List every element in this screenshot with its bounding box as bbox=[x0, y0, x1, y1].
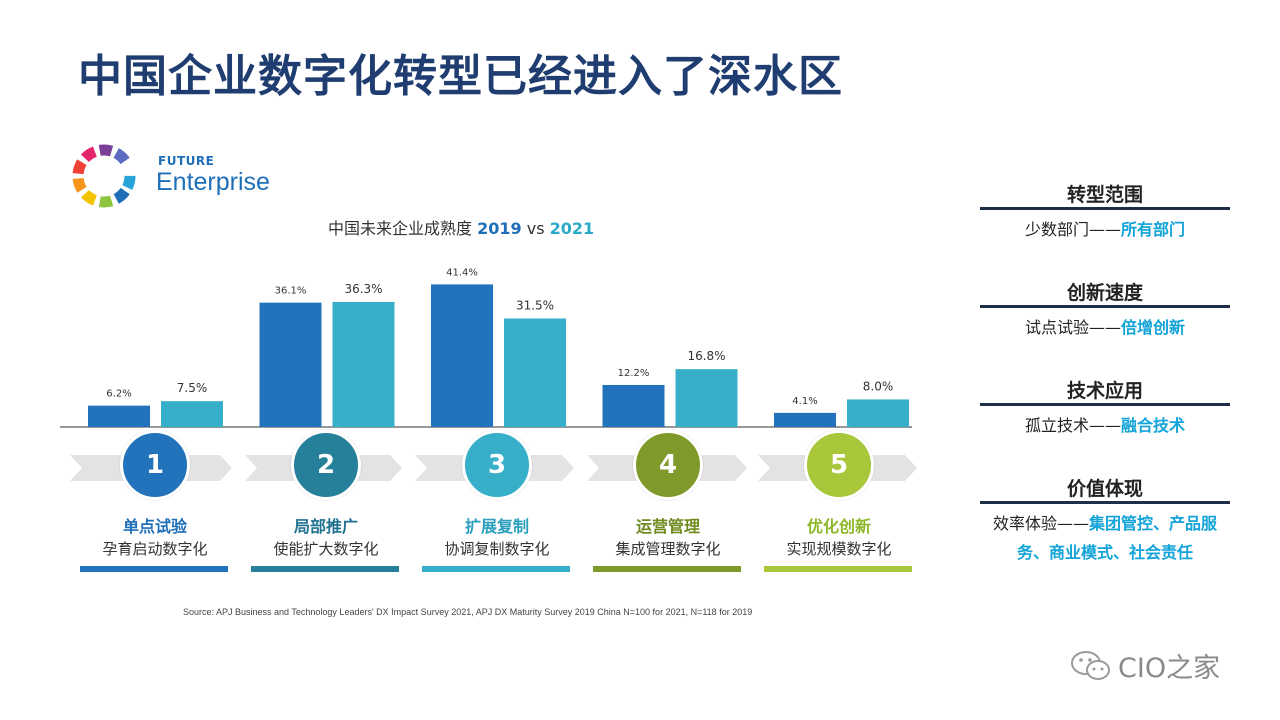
step-underline bbox=[764, 566, 912, 572]
data-label-2019-4: 12.2% bbox=[618, 368, 650, 379]
panel-plain: 试点试验—— bbox=[1024, 318, 1121, 337]
step-number-circle: 1 bbox=[120, 430, 190, 500]
panel-value: 价值体现 效率体验——集团管控、产品服务、商业模式、社会责任 bbox=[975, 474, 1235, 567]
logo-big-text: Enterprise bbox=[156, 168, 270, 196]
step-description: 使能扩大数字化 bbox=[273, 540, 379, 558]
data-label-2019-3: 41.4% bbox=[446, 267, 478, 278]
panel-scope: 转型范围 少数部门——所有部门 bbox=[975, 180, 1235, 244]
panel-heading: 价值体现 bbox=[1066, 478, 1143, 500]
panel-text: 少数部门——所有部门 bbox=[975, 215, 1235, 244]
step-number-circle: 3 bbox=[462, 430, 532, 500]
panel-divider bbox=[980, 403, 1230, 406]
panel-heading: 转型范围 bbox=[1066, 184, 1143, 206]
panel-plain: 孤立技术—— bbox=[1024, 416, 1121, 435]
bar-2019-5 bbox=[774, 412, 836, 427]
panel-text: 试点试验——倍增创新 bbox=[975, 313, 1235, 342]
bar-2021-3 bbox=[504, 318, 566, 427]
panel-divider bbox=[980, 305, 1230, 308]
panel-highlight: 倍增创新 bbox=[1121, 318, 1186, 337]
bar-2019-2 bbox=[259, 302, 322, 427]
future-enterprise-logo: FUTURE Enterprise bbox=[68, 140, 298, 215]
data-label-2019-2: 36.1% bbox=[275, 286, 307, 297]
step-underline bbox=[593, 566, 741, 572]
watermark-text: CIO之家 bbox=[1118, 653, 1221, 684]
source-note: Source: APJ Business and Technology Lead… bbox=[183, 607, 753, 617]
panel-text: 效率体验——集团管控、产品服务、商业模式、社会责任 bbox=[975, 509, 1235, 567]
step-underline bbox=[251, 566, 399, 572]
panel-highlight: 所有部门 bbox=[1121, 220, 1186, 239]
step-description: 实现规模数字化 bbox=[786, 540, 892, 558]
step-name: 运营管理 bbox=[635, 517, 700, 536]
bar-2021-4 bbox=[675, 369, 738, 427]
data-label-2021-2: 36.3% bbox=[344, 282, 382, 296]
step-name: 扩展复制 bbox=[464, 517, 529, 536]
bar-2019-1 bbox=[88, 405, 150, 427]
chart-title-vs: vs bbox=[526, 219, 545, 238]
data-label-2021-4: 16.8% bbox=[687, 349, 725, 363]
bar-2019-3 bbox=[431, 284, 493, 427]
panel-highlight: 集团管控、产品服务、商业模式、社会责任 bbox=[1016, 514, 1218, 562]
panel-speed: 创新速度 试点试验——倍增创新 bbox=[975, 278, 1235, 342]
step-description: 协调复制数字化 bbox=[444, 540, 550, 558]
step-name: 单点试验 bbox=[122, 517, 187, 536]
panel-divider bbox=[980, 501, 1230, 504]
chart-title: 中国未来企业成熟度 2019 vs 2021 bbox=[328, 215, 594, 239]
page-title: 中国企业数字化转型已经进入了深水区 bbox=[78, 51, 843, 102]
panel-tech: 技术应用 孤立技术——融合技术 bbox=[975, 376, 1235, 440]
panel-plain: 少数部门—— bbox=[1024, 220, 1121, 239]
logo-ring-icon bbox=[72, 144, 136, 208]
panel-heading: 创新速度 bbox=[1066, 282, 1143, 304]
step-number-circle: 4 bbox=[633, 430, 703, 500]
step-underline bbox=[80, 566, 228, 572]
panel-divider bbox=[980, 207, 1230, 210]
step-number-circle: 5 bbox=[804, 430, 874, 500]
panel-plain: 效率体验—— bbox=[992, 514, 1089, 533]
step-underline bbox=[422, 566, 570, 572]
chart-title-year2: 2021 bbox=[549, 219, 595, 238]
bar-2021-1 bbox=[161, 401, 223, 427]
data-label-2021-5: 8.0% bbox=[863, 379, 894, 393]
step-number-circle: 2 bbox=[291, 430, 361, 500]
chart-title-year1: 2019 bbox=[477, 219, 522, 238]
step-name: 优化创新 bbox=[806, 517, 871, 536]
step-name: 局部推广 bbox=[293, 517, 358, 536]
data-label-2019-5: 4.1% bbox=[792, 396, 817, 407]
bar-2021-2 bbox=[332, 301, 395, 427]
wechat-icon bbox=[1071, 651, 1110, 680]
data-label-2019-1: 6.2% bbox=[106, 389, 131, 400]
panel-heading: 技术应用 bbox=[1066, 380, 1143, 402]
step-description: 孕育启动数字化 bbox=[102, 540, 208, 558]
bar-chart: 6.2% 7.5% 36.1% 36.3% 41.4% 31.5% 12.2% 16.8% 4.… bbox=[60, 267, 912, 428]
data-label-2021-3: 31.5% bbox=[516, 299, 554, 313]
bar-2019-4 bbox=[602, 384, 665, 427]
data-label-2021-1: 7.5% bbox=[177, 381, 208, 395]
chart-title-prefix: 中国未来企业成熟度 bbox=[328, 219, 473, 238]
bar-2021-5 bbox=[847, 399, 909, 427]
step-description: 集成管理数字化 bbox=[615, 540, 721, 558]
panel-text: 孤立技术——融合技术 bbox=[975, 411, 1235, 440]
maturity-steps: 1 单点试验孕育启动数字化 2 局部推广使能扩大数字化 3 扩展复制协调复制数字化 4 运营管… bbox=[70, 425, 920, 575]
logo-small-text: FUTURE bbox=[158, 154, 215, 168]
panel-highlight: 融合技术 bbox=[1121, 416, 1186, 435]
